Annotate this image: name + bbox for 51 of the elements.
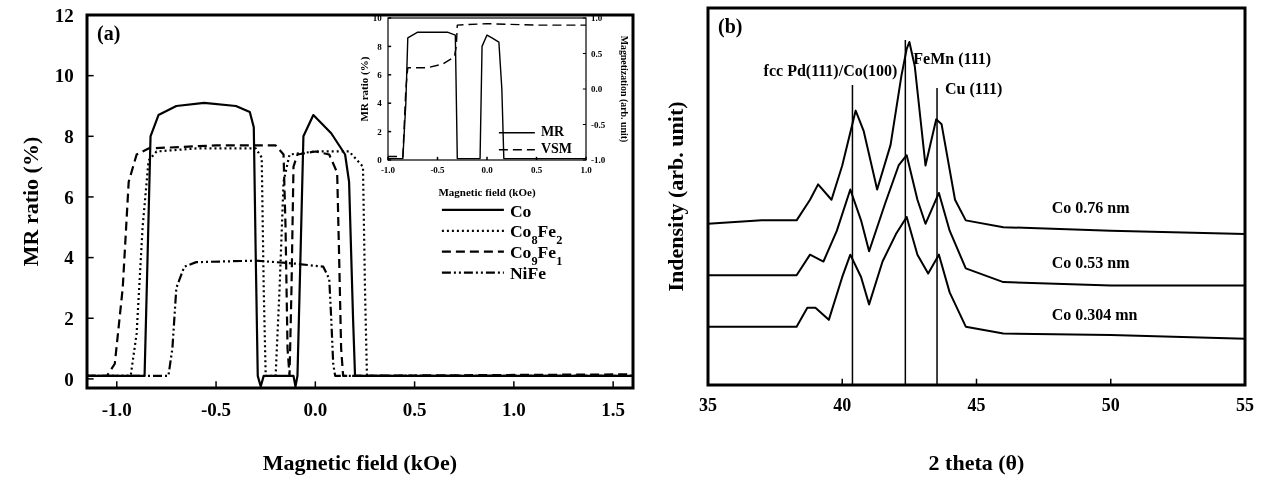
y-tick-label: 2 bbox=[64, 307, 74, 329]
legend-label: Co$_{8}$Fe$_{2}$ bbox=[509, 221, 563, 248]
x-tick-label: 1.0 bbox=[580, 165, 593, 176]
x-tick-label: -0.5 bbox=[201, 398, 232, 420]
series-label: Co 0.53 nm bbox=[1051, 254, 1131, 272]
x-tick-label: -0.5 bbox=[430, 165, 446, 176]
series-label: Co 0.76 nm bbox=[1051, 199, 1131, 217]
y-tick-label: 12 bbox=[54, 4, 74, 26]
x-tick-label: -1.0 bbox=[380, 165, 396, 176]
x-tick-label: 0.5 bbox=[530, 165, 543, 176]
y-tick-label: 4 bbox=[377, 98, 383, 109]
x-tick-label: 35 bbox=[699, 395, 717, 416]
y-tick-label: 10 bbox=[54, 65, 74, 87]
ref-line-label: fcc Pd(111)/Co(100) bbox=[763, 62, 898, 80]
x-axis-title: Magnetic field (kOe) bbox=[438, 186, 536, 199]
y-axis-title: MR ratio (%) bbox=[18, 136, 43, 267]
series-label: Co 0.304 mn bbox=[1051, 305, 1138, 323]
y-axis-title: MR ratio (%) bbox=[358, 56, 371, 122]
x-tick-label: -1.0 bbox=[101, 398, 132, 420]
y2-tick-label: -0.5 bbox=[591, 119, 606, 130]
y-tick-label: 8 bbox=[377, 41, 383, 52]
y-tick-label: 4 bbox=[64, 247, 75, 269]
x-tick-label: 1.0 bbox=[502, 398, 526, 420]
legend-label: Co bbox=[509, 200, 532, 221]
x-tick-label: 1.5 bbox=[601, 398, 626, 420]
x-tick-label: 45 bbox=[967, 395, 986, 416]
x-axis-title: Magnetic field (kOe) bbox=[262, 450, 458, 475]
x-tick-label: 40 bbox=[833, 395, 852, 416]
y-tick-label: 0 bbox=[377, 155, 383, 166]
x-tick-label: 0.0 bbox=[303, 398, 328, 420]
ref-line-label: Cu (111) bbox=[945, 80, 1003, 98]
y-tick-label: 6 bbox=[64, 186, 74, 208]
x-tick-label: 0.0 bbox=[481, 165, 494, 176]
y2-axis-title: Magnetization (arb. unit) bbox=[618, 35, 630, 143]
x-tick-label: 55 bbox=[1236, 395, 1254, 416]
y2-tick-label: 0.0 bbox=[591, 84, 603, 95]
y-tick-label: 0 bbox=[64, 368, 74, 390]
ref-line-label: FeMn (111) bbox=[913, 50, 992, 68]
x-tick-label: 0.5 bbox=[402, 398, 427, 420]
y-tick-label: 6 bbox=[377, 69, 383, 80]
y2-tick-label: 0.5 bbox=[591, 48, 603, 59]
annotation: (a) bbox=[97, 22, 121, 45]
y-tick-label: 8 bbox=[64, 125, 74, 147]
y2-tick-label: -1.0 bbox=[591, 155, 606, 166]
y-axis-title: Indensity (arb. unit) bbox=[663, 101, 688, 292]
legend-label: VSM bbox=[540, 141, 573, 156]
x-axis-title: 2 theta (θ) bbox=[928, 450, 1025, 475]
y-tick-label: 2 bbox=[377, 126, 383, 137]
x-tick-label: 50 bbox=[1101, 395, 1120, 416]
text: (b) bbox=[718, 15, 743, 38]
legend-label: MR bbox=[540, 124, 566, 139]
